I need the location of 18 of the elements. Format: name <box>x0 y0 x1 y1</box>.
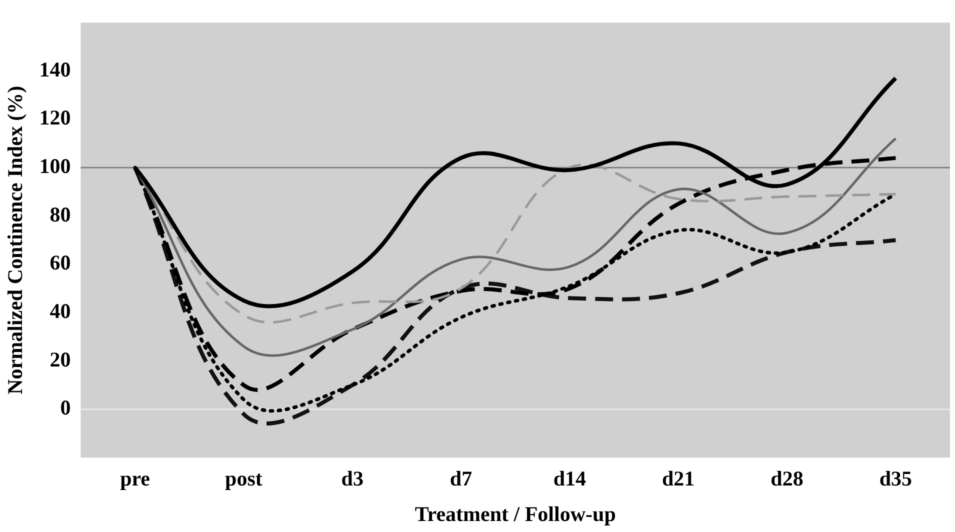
y-tick-label: 80 <box>50 202 71 226</box>
x-axis-title: Treatment / Follow-up <box>414 502 616 526</box>
x-tick-label: post <box>225 466 262 491</box>
y-tick-label: 140 <box>39 57 71 82</box>
x-tick-label: d3 <box>341 466 364 491</box>
y-tick-label: 0 <box>60 396 71 420</box>
y-tick-label: 100 <box>39 154 71 178</box>
x-tick-label: d35 <box>879 466 912 491</box>
x-tick-label: d14 <box>553 466 587 491</box>
y-axis-title: Normalized Continence Index (%) <box>3 86 28 394</box>
y-tick-label: 20 <box>50 347 71 372</box>
y-tick-label: 120 <box>39 106 71 130</box>
x-tick-label: d7 <box>450 466 472 491</box>
y-tick-label: 40 <box>50 299 71 324</box>
x-tick-label: pre <box>120 466 150 491</box>
x-tick-label: d21 <box>662 466 695 491</box>
x-tick-label: d28 <box>770 466 804 491</box>
y-tick-label: 60 <box>50 250 71 275</box>
